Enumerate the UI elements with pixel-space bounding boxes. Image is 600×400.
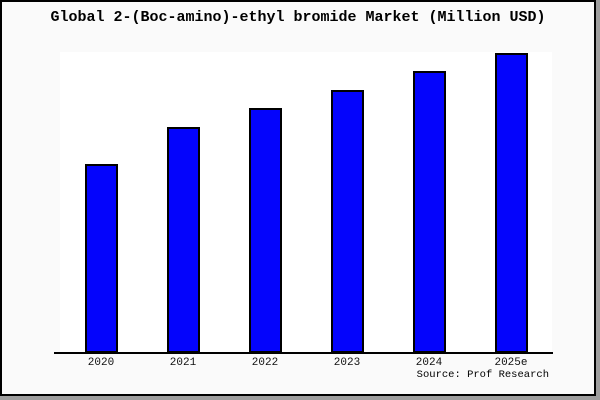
x-tick-2021: 2021	[169, 357, 197, 369]
x-axis-tick-labels: 2020 2021 2022 2023 2024 2025e	[60, 357, 552, 369]
bar-2024	[412, 71, 446, 353]
bar-slot-2021	[142, 52, 224, 353]
source-credit: Source: Prof Research	[416, 369, 549, 381]
bar-slot-2025e	[470, 52, 552, 353]
x-tick-2024: 2024	[415, 357, 443, 369]
bar-2022	[248, 108, 282, 353]
bar-series	[60, 52, 552, 353]
bar-slot-2024	[388, 52, 470, 353]
bar-2021	[166, 127, 200, 353]
bar-2025e	[494, 53, 528, 353]
bar-slot-2020	[60, 52, 142, 353]
bar-2020	[84, 164, 118, 353]
x-tick-2025e: 2025e	[494, 357, 528, 369]
bar-slot-2022	[224, 52, 306, 353]
bar-slot-2023	[306, 52, 388, 353]
x-tick-2020: 2020	[87, 357, 115, 369]
x-tick-2022: 2022	[251, 357, 279, 369]
x-tick-2023: 2023	[333, 357, 361, 369]
plot-area	[54, 52, 553, 354]
bar-2023	[330, 90, 364, 353]
chart-title: Global 2-(Boc-amino)-ethyl bromide Marke…	[50, 9, 546, 26]
x-axis-line	[54, 352, 553, 354]
